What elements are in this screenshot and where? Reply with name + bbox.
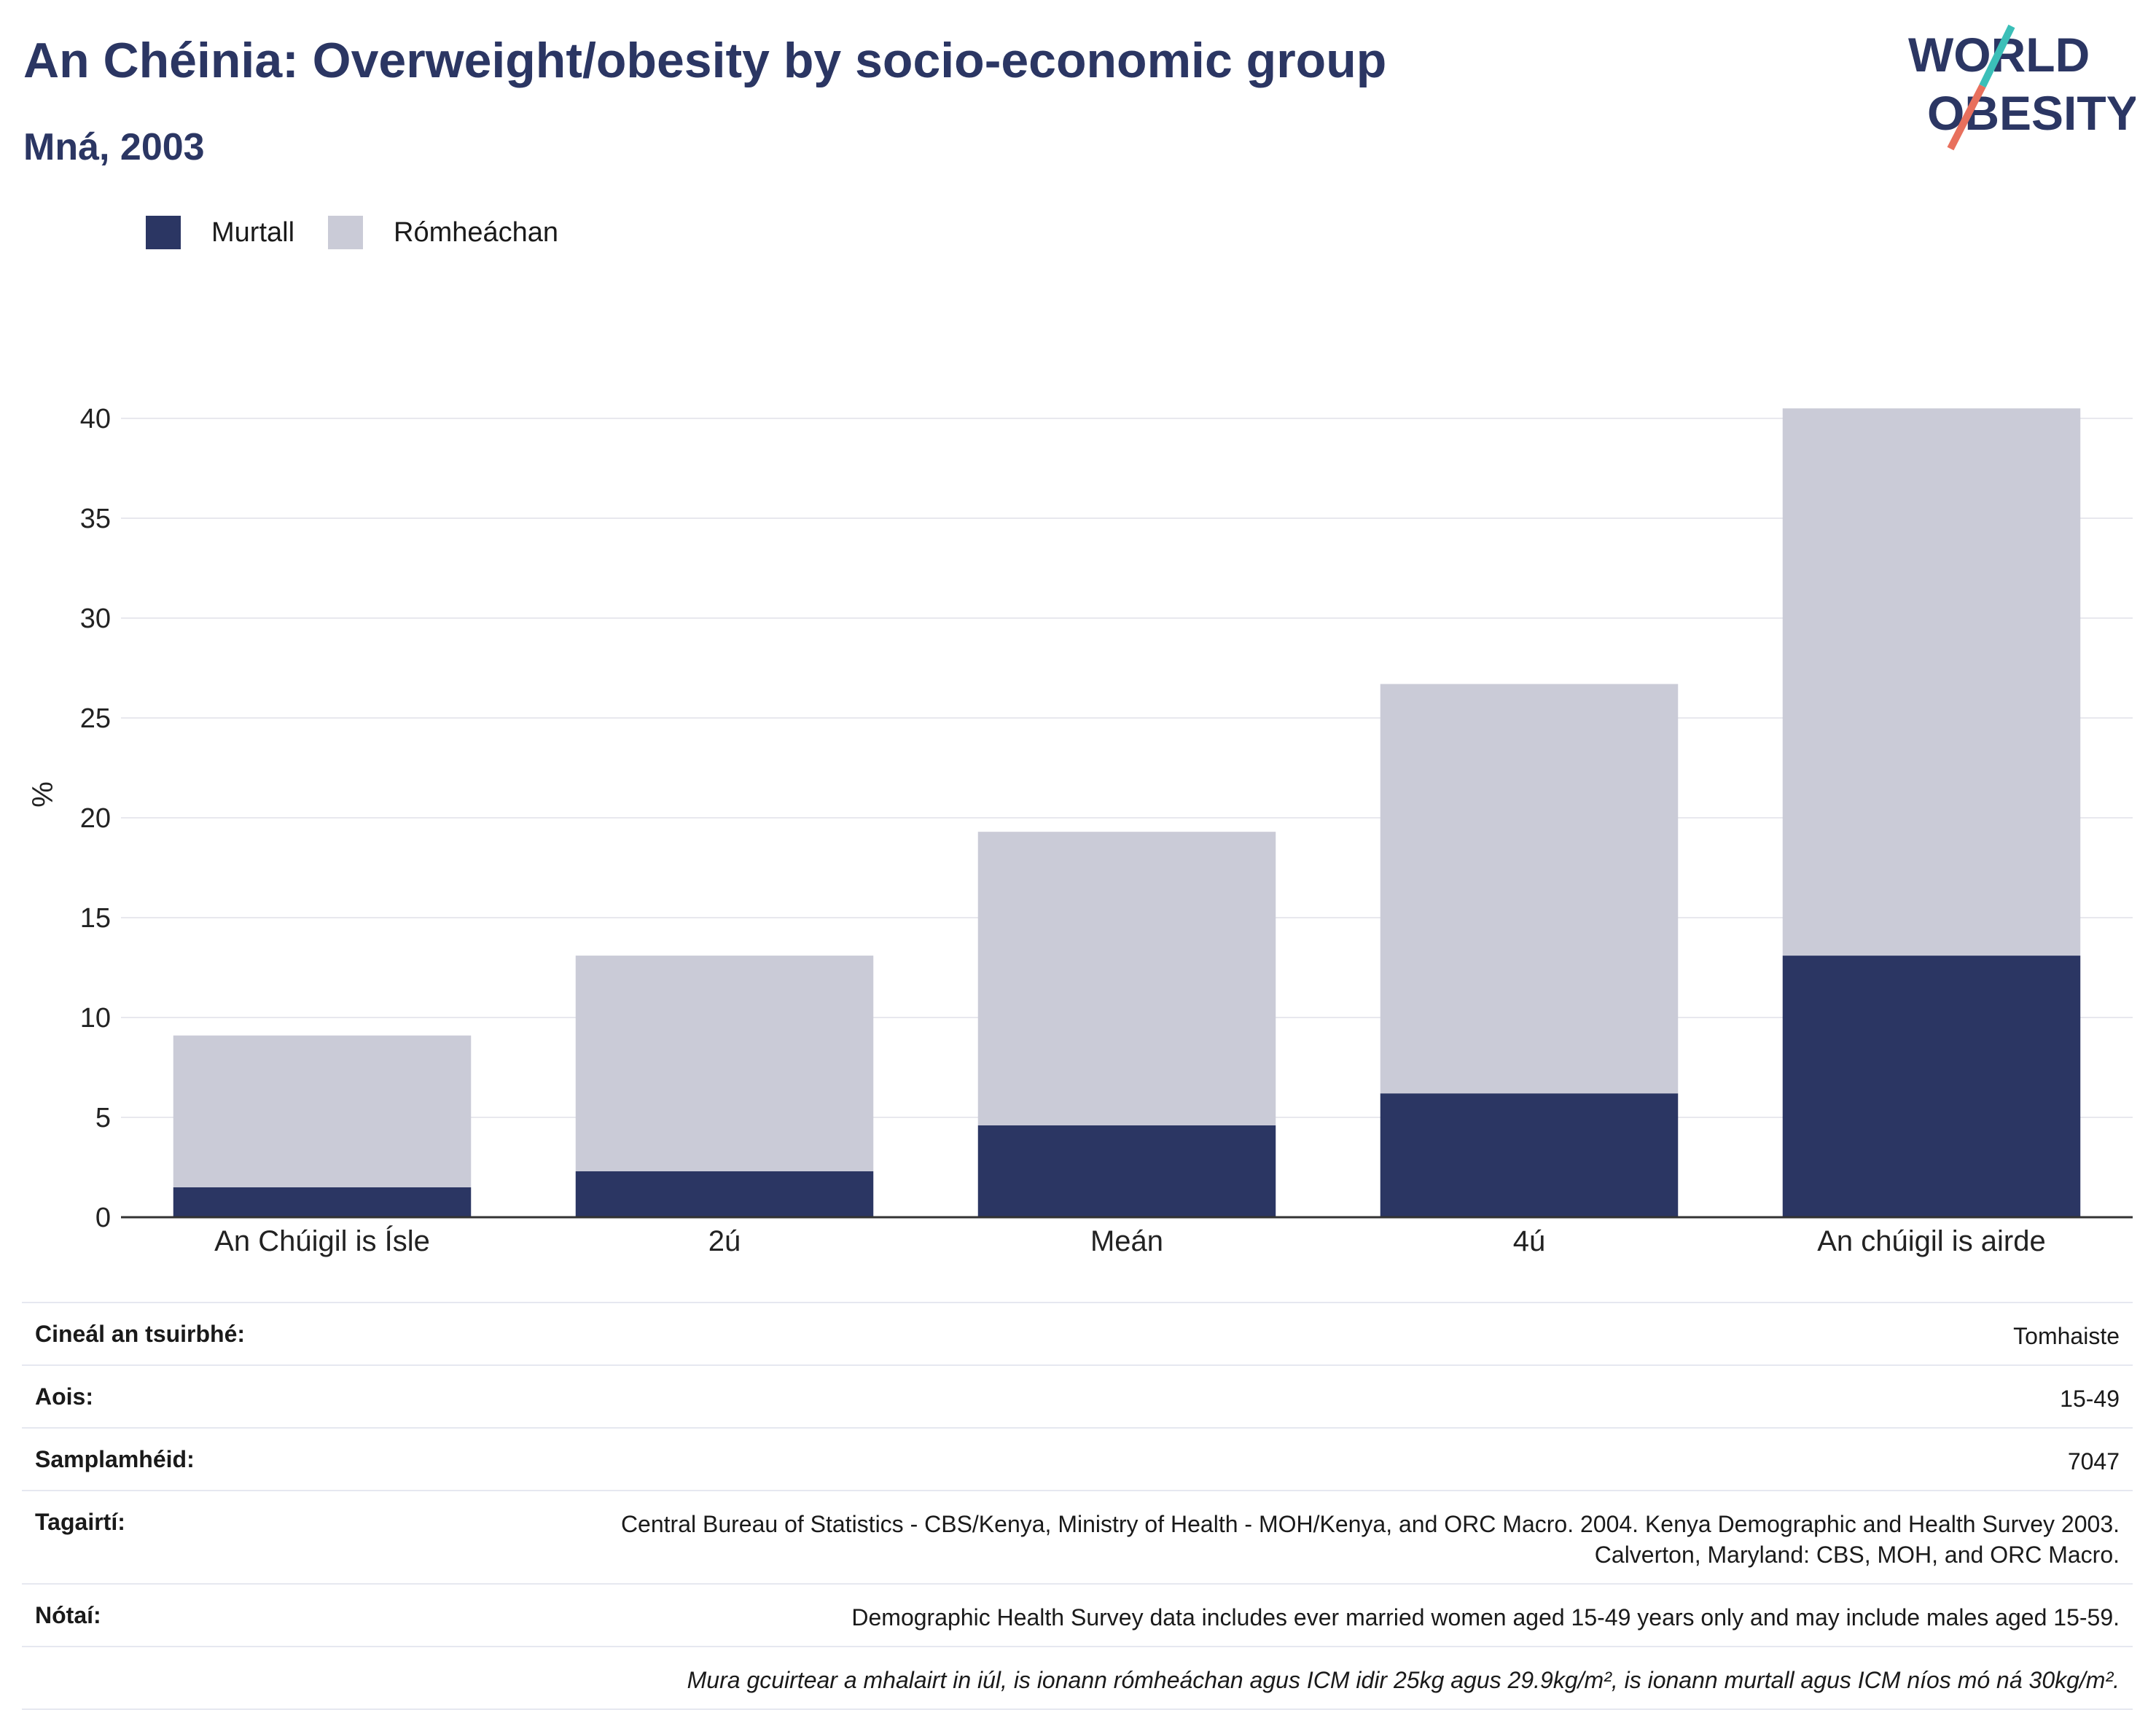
x-tick-label: An chúigil is airde	[1817, 1225, 2046, 1257]
y-tick-label: 25	[80, 703, 111, 734]
x-tick-label: An Chúigil is Ísle	[214, 1225, 430, 1257]
info-key: Tagairtí:	[35, 1509, 125, 1535]
y-tick-label: 20	[80, 803, 111, 834]
bar-obese[interactable]	[1380, 1093, 1679, 1217]
bar-chart: 0 5 10 15 20 25 30 35 40% An Chúigil is Ísle 2ú Meá…	[27, 404, 2133, 1257]
x-tick-label: 4ú	[1513, 1225, 1546, 1257]
y-tick-label: 40	[80, 404, 111, 434]
x-tick-label: Meán	[1090, 1225, 1163, 1257]
legend-swatch-overweight	[328, 216, 364, 249]
y-tick-label: 5	[95, 1103, 111, 1133]
info-row: Cineál an tsuirbhé: Tomhaiste	[22, 1302, 2133, 1364]
bar-obese[interactable]	[977, 1125, 1276, 1217]
info-row: Nótaí: Demographic Health Survey data inc…	[22, 1583, 2133, 1646]
info-key: Nótaí:	[35, 1602, 101, 1628]
bar-obese[interactable]	[1782, 956, 2081, 1217]
x-tick-label: 2ú	[708, 1225, 741, 1257]
info-value: 7047	[2067, 1448, 2120, 1475]
y-axis-label: %	[27, 781, 59, 808]
y-tick-label: 10	[80, 1003, 111, 1034]
world-obesity-logo: WORLD OBESITY	[1908, 24, 2136, 151]
chart-title: An Chéinia: Overweight/obesity by socio-…	[23, 33, 1387, 88]
info-row: Samplamhéid: 7047	[22, 1427, 2133, 1490]
info-key: Cineál an tsuirbhé:	[35, 1321, 246, 1347]
logo-slash-coral	[1947, 84, 1986, 151]
info-row: Tagairtí: Central Bureau of Statistics - …	[22, 1490, 2133, 1583]
bar-overweight[interactable]	[1380, 684, 1679, 1094]
chart-subtitle: Mná, 2003	[23, 126, 205, 168]
info-value: 15-49	[2060, 1386, 2120, 1412]
legend-item-overweight[interactable]: Rómheáchan	[328, 216, 558, 249]
chart-legend: Murtall Rómheáchan	[146, 216, 592, 249]
bar-obese[interactable]	[575, 1171, 874, 1217]
bar-obese[interactable]	[173, 1187, 472, 1217]
info-value: Mura gcuirtear a mhalairt in iúl, is ion…	[687, 1667, 2120, 1693]
y-tick-label: 0	[95, 1203, 111, 1233]
info-row: Mura gcuirtear a mhalairt in iúl, is ion…	[22, 1646, 2133, 1710]
y-tick-label: 30	[80, 604, 111, 634]
survey-info-table: Cineál an tsuirbhé: Tomhaiste Aois: 15-49 Sa…	[22, 1302, 2133, 1710]
legend-label-obese: Murtall	[211, 216, 295, 248]
info-key: Aois:	[35, 1383, 93, 1410]
info-row: Aois: 15-49	[22, 1364, 2133, 1427]
bar-overweight[interactable]	[575, 956, 874, 1171]
y-tick-label: 15	[80, 903, 111, 934]
bar-overweight[interactable]	[1782, 408, 2081, 956]
legend-label-overweight: Rómheáchan	[394, 216, 559, 248]
info-key: Samplamhéid:	[35, 1446, 195, 1472]
info-value: Demographic Health Survey data includes …	[851, 1604, 2120, 1630]
legend-item-obese[interactable]: Murtall	[146, 216, 294, 249]
legend-swatch-obese	[146, 216, 181, 249]
bar-overweight[interactable]	[977, 832, 1276, 1125]
y-tick-label: 35	[80, 504, 111, 534]
logo-slash-teal	[1979, 24, 2015, 88]
info-value: Tomhaiste	[2013, 1323, 2120, 1349]
info-value: Central Bureau of Statistics - CBS/Kenya…	[620, 1511, 2120, 1568]
bar-overweight[interactable]	[173, 1035, 472, 1187]
